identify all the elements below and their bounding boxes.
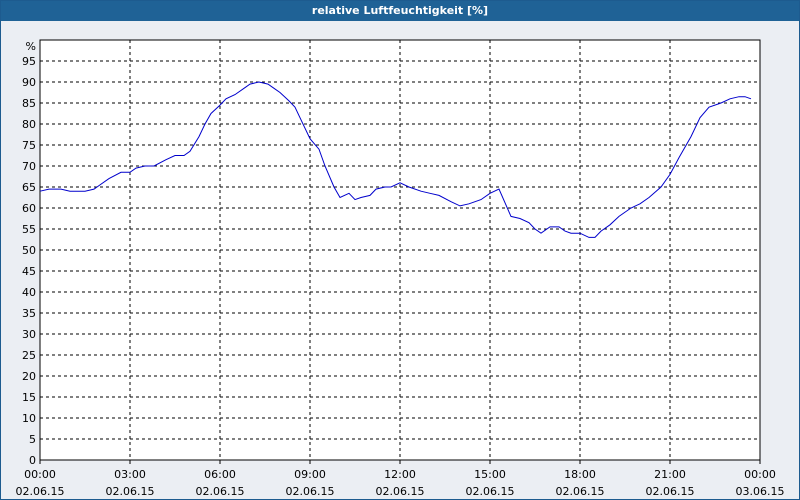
x-tick-time: 12:00 bbox=[384, 468, 416, 481]
y-tick-label: 25 bbox=[22, 349, 36, 362]
x-tick-time: 09:00 bbox=[294, 468, 326, 481]
x-tick-time: 15:00 bbox=[474, 468, 506, 481]
y-axis-label: % bbox=[26, 40, 36, 53]
x-tick-time: 00:00 bbox=[24, 468, 56, 481]
y-tick-label: 15 bbox=[22, 391, 36, 404]
y-tick-label: 85 bbox=[22, 97, 36, 110]
x-tick-time: 18:00 bbox=[564, 468, 596, 481]
y-tick-label: 65 bbox=[22, 181, 36, 194]
x-tick-date: 02.06.15 bbox=[196, 485, 245, 498]
y-tick-label: 55 bbox=[22, 223, 36, 236]
y-tick-label: 60 bbox=[22, 202, 36, 215]
y-tick-label: 50 bbox=[22, 244, 36, 257]
x-tick-date: 02.06.15 bbox=[286, 485, 335, 498]
x-tick-date: 02.06.15 bbox=[466, 485, 515, 498]
y-tick-label: 95 bbox=[22, 55, 36, 68]
y-tick-label: 40 bbox=[22, 286, 36, 299]
y-tick-label: 10 bbox=[22, 412, 36, 425]
x-tick-date: 03.06.15 bbox=[736, 485, 785, 498]
y-tick-label: 80 bbox=[22, 118, 36, 131]
y-tick-label: 20 bbox=[22, 370, 36, 383]
y-tick-label: 5 bbox=[29, 433, 36, 446]
x-tick-date: 02.06.15 bbox=[16, 485, 65, 498]
y-tick-label: 90 bbox=[22, 76, 36, 89]
x-tick-date: 02.06.15 bbox=[376, 485, 425, 498]
x-tick-time: 21:00 bbox=[654, 468, 686, 481]
humidity-series-line bbox=[39, 81, 752, 238]
y-tick-label: 70 bbox=[22, 160, 36, 173]
x-tick-time: 06:00 bbox=[204, 468, 236, 481]
x-tick-time: 03:00 bbox=[114, 468, 146, 481]
x-tick-date: 02.06.15 bbox=[646, 485, 695, 498]
y-tick-label: 75 bbox=[22, 139, 36, 152]
x-tick-date: 02.06.15 bbox=[106, 485, 155, 498]
y-tick-label: 35 bbox=[22, 307, 36, 320]
y-tick-label: 30 bbox=[22, 328, 36, 341]
chart-title: relative Luftfeuchtigkeit [%] bbox=[1, 1, 799, 21]
y-tick-label: 0 bbox=[29, 454, 36, 467]
x-tick-time: 00:00 bbox=[744, 468, 776, 481]
x-tick-date: 02.06.15 bbox=[556, 485, 605, 498]
y-tick-label: 45 bbox=[22, 265, 36, 278]
